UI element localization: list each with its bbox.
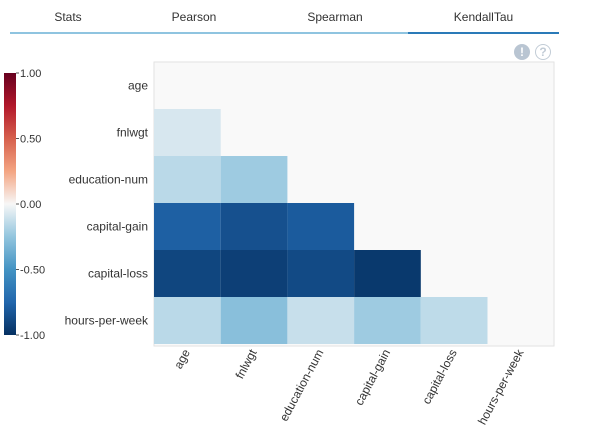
x-axis-label: fnlwgt [233, 346, 260, 381]
colorbar-tick-label: 0.50 [20, 134, 41, 146]
heatmap-cell-hours-per-week-education-num[interactable] [287, 297, 355, 344]
heatmap-cell-capital-loss-education-num[interactable] [287, 250, 355, 297]
heatmap-cell-capital-gain-fnlwgt[interactable] [220, 203, 288, 250]
colorbar-tick-label: -1.00 [20, 330, 45, 342]
colorbar-tick-label: 0.00 [20, 199, 41, 211]
heatmap-cell-education-num-age[interactable] [154, 156, 221, 203]
y-axis-label: age [128, 79, 148, 93]
heatmap-cell-education-num-fnlwgt[interactable] [220, 156, 288, 203]
tab-kendalltau[interactable]: KendallTau [408, 0, 559, 34]
heatmap-cell-hours-per-week-age[interactable] [154, 297, 221, 344]
tab-bar: Stats Pearson Spearman KendallTau [10, 0, 559, 34]
heatmap-cell-capital-loss-capital-gain[interactable] [354, 250, 421, 297]
x-axis-label: education-num [277, 347, 327, 424]
x-axis-label: capital-gain [352, 347, 393, 408]
tab-stats[interactable]: Stats [10, 0, 126, 34]
colorbar-tick-label: -0.50 [20, 265, 45, 277]
x-axis-label: age [171, 347, 193, 372]
y-axis-label: hours-per-week [65, 314, 149, 328]
y-axis-label: capital-loss [88, 267, 148, 281]
heatmap-cell-capital-loss-fnlwgt[interactable] [220, 250, 288, 297]
heatmap-cell-capital-gain-age[interactable] [154, 203, 221, 250]
y-axis-label: capital-gain [87, 220, 148, 234]
tab-spearman[interactable]: Spearman [262, 0, 408, 34]
heatmap-cell-hours-per-week-fnlwgt[interactable] [220, 297, 288, 344]
x-axis-label: capital-loss [419, 347, 460, 407]
heatmap-cell-fnlwgt-age[interactable] [154, 109, 221, 156]
tab-pearson[interactable]: Pearson [126, 0, 262, 34]
heatmap-cell-hours-per-week-capital-gain[interactable] [354, 297, 421, 344]
colorbar-tick-label: 1.00 [20, 68, 41, 80]
exclamation-icon[interactable]: ! [514, 44, 530, 60]
x-axis-label: hours-per-week [475, 346, 527, 427]
y-axis-label: education-num [69, 173, 148, 187]
help-icon[interactable]: ? [535, 44, 551, 60]
colorbar [4, 73, 16, 335]
heatmap-cell-capital-gain-education-num[interactable] [287, 203, 355, 250]
y-axis-label: fnlwgt [117, 126, 149, 140]
heatmap-cell-capital-loss-age[interactable] [154, 250, 221, 297]
heatmap-cell-hours-per-week-capital-loss[interactable] [420, 297, 488, 344]
